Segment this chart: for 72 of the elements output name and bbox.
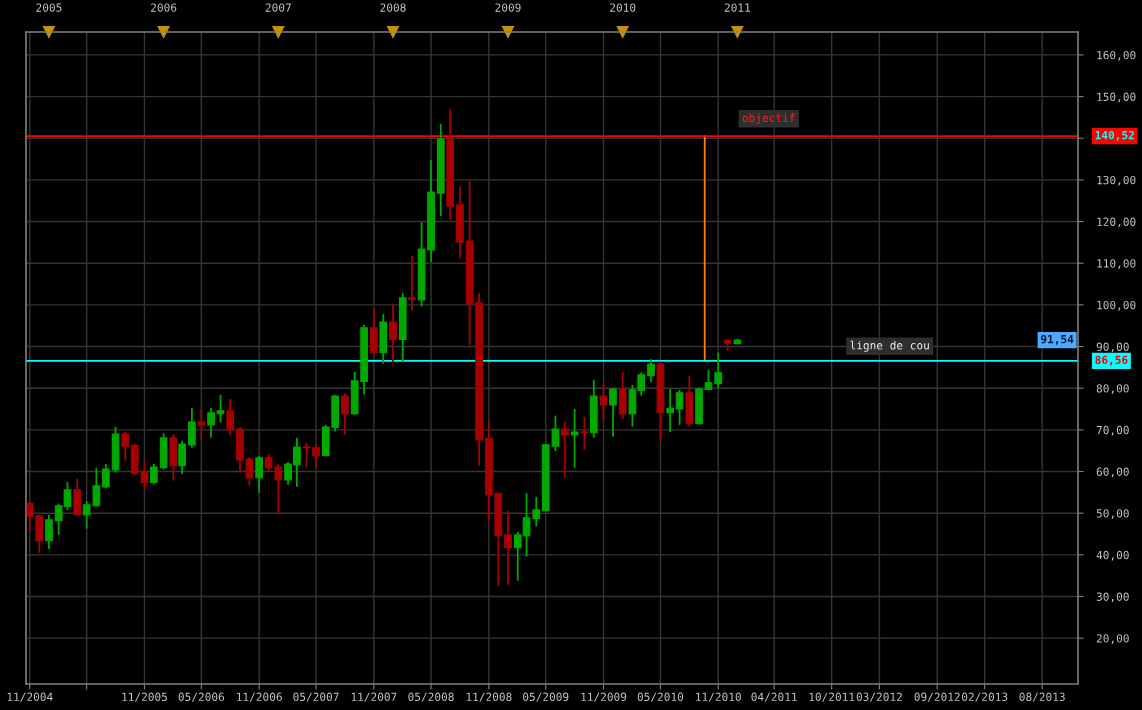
candlestick — [675, 388, 684, 426]
y-tick-label: 130,00 — [1097, 175, 1136, 186]
x-tick-label: 05/2006 — [178, 692, 225, 702]
candlestick — [532, 496, 541, 528]
candlestick — [551, 414, 560, 453]
candlestick — [580, 416, 589, 451]
x-tick-label: 11/2008 — [466, 692, 512, 702]
candlestick — [570, 408, 579, 469]
ref-line-label: 86,56 — [1095, 355, 1128, 366]
y-tick-label: 40,00 — [1096, 550, 1129, 561]
x-tick-label: 03/2012 — [856, 692, 902, 702]
x-tick-label: 05/2009 — [523, 692, 569, 702]
x-tick-label: 05/2010 — [637, 692, 684, 702]
x2-tick-label: 2009 — [495, 3, 521, 12]
y-tick-label: 90,00 — [1096, 342, 1129, 353]
x-tick-label: 11/2007 — [351, 692, 397, 702]
candlestick — [561, 420, 569, 479]
annotation: ligne de cou — [850, 340, 929, 352]
y-tick-label: 110,00 — [1097, 259, 1136, 270]
candlestick — [178, 439, 187, 475]
candlestick — [197, 408, 206, 441]
y-tick-label: 120,00 — [1097, 217, 1136, 228]
x-tick-label: 11/2009 — [581, 692, 627, 702]
candlestick — [188, 406, 196, 449]
candlestick — [45, 513, 53, 550]
y-tick-label: 100,00 — [1097, 300, 1136, 311]
candlestick — [647, 358, 655, 384]
candlestick — [216, 393, 225, 424]
y-tick-label: 160,00 — [1097, 50, 1136, 61]
x-tick-label: 11/2004 — [7, 692, 53, 702]
candlestick — [150, 463, 158, 485]
candlestick — [599, 382, 608, 421]
candlestick — [140, 461, 149, 491]
x-tick-label: 08/2013 — [1019, 692, 1065, 702]
y-tick-label: 30,00 — [1096, 592, 1129, 603]
candlestick — [704, 368, 713, 391]
x-tick-label: 04/2011 — [751, 692, 797, 702]
x2-tick-label: 2005 — [36, 3, 62, 12]
y-tick-label: 80,00 — [1096, 384, 1129, 395]
y-tick-label: 50,00 — [1096, 509, 1129, 519]
candlestick — [666, 388, 675, 433]
candlestick — [255, 454, 264, 494]
candlestick — [207, 406, 215, 439]
ref-line-label: 140,52 — [1095, 130, 1134, 141]
x-tick-label: 10/2011 — [809, 692, 855, 702]
candlestick — [226, 398, 235, 436]
x-tick-label: 02/2013 — [961, 692, 1008, 702]
y-tick-label: 60,00 — [1096, 467, 1129, 478]
x2-tick-label: 2007 — [265, 3, 291, 12]
annotation: 91,54 — [1040, 335, 1074, 345]
y-tick-label: 150,00 — [1097, 92, 1136, 103]
y-tick-label: 70,00 — [1096, 425, 1129, 436]
x-tick-label: 11/2010 — [696, 692, 741, 702]
x-tick-label: 11/2006 — [237, 692, 282, 702]
x2-tick-label: 2011 — [724, 3, 751, 12]
candlestick — [101, 463, 110, 490]
y-tick-label: 20,00 — [1096, 634, 1129, 644]
x2-tick-label: 2010 — [610, 3, 636, 12]
candlestick — [408, 255, 416, 312]
x2-tick-label: 2008 — [380, 3, 406, 12]
x-tick-label: 05/2008 — [408, 692, 454, 702]
candlestick — [714, 351, 723, 389]
x-tick-label: 09/2012 — [914, 692, 960, 702]
x-tick-label: 05/2007 — [293, 692, 339, 702]
candlestick — [121, 431, 130, 462]
candlestick — [389, 303, 397, 364]
candlestick — [609, 387, 617, 438]
annotation: objectif — [742, 113, 795, 125]
candlestick — [504, 509, 512, 586]
x-tick-label: 11/2005 — [122, 692, 167, 702]
x2-tick-label: 2006 — [151, 3, 177, 12]
candlestick — [341, 392, 349, 436]
